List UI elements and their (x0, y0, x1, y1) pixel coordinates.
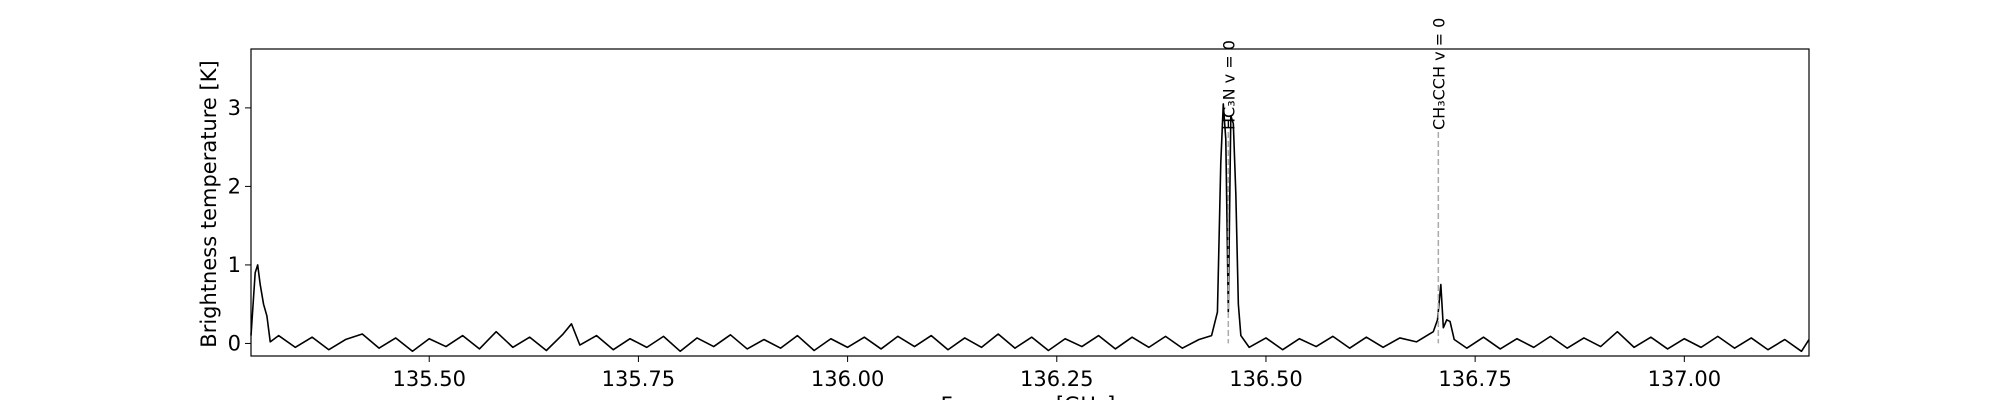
spectrum-line (250, 103, 1810, 353)
plot-frame (250, 48, 1810, 357)
x-tick-label: 136.75 (1438, 367, 1511, 391)
y-axis-label: Brightness temperature [K] (197, 60, 221, 347)
y-tick-label: 1 (228, 253, 241, 277)
y-tick-label: 3 (228, 96, 241, 120)
annotation-label: HC₃N v = 0 (1219, 40, 1238, 130)
y-tick-label: 2 (228, 174, 241, 198)
x-tick-label: 136.25 (1020, 367, 1093, 391)
x-tick-label: 137.00 (1648, 367, 1721, 391)
y-tick-label: 0 (228, 331, 241, 355)
x-axis-label: Frequency [GHz] (941, 393, 1116, 400)
x-tick-label: 136.00 (811, 367, 884, 391)
x-tick-label: 135.75 (602, 367, 675, 391)
x-tick-label: 135.50 (392, 367, 465, 391)
x-tick-label: 136.50 (1229, 367, 1302, 391)
annotation-label: CH₃CCH v = 0 (1429, 18, 1448, 130)
